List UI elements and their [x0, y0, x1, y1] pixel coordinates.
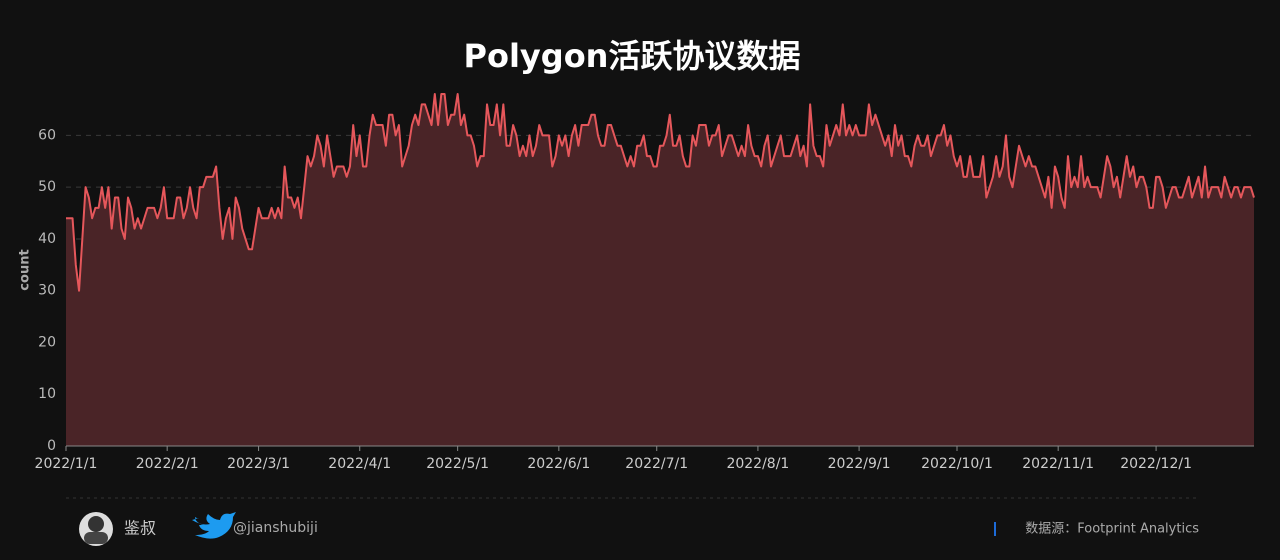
x-tick-label: 2022/12/1 [1120, 456, 1192, 472]
author-name: 鉴叔 [124, 519, 156, 538]
y-tick-label: 50 [38, 179, 56, 195]
x-tick-label: 2022/3/1 [227, 456, 290, 472]
y-tick-label: 0 [47, 438, 56, 454]
twitter-handle: @jianshubiji [233, 520, 318, 536]
x-tick-label: 2022/7/1 [625, 456, 688, 472]
x-tick-label: 2022/9/1 [828, 456, 891, 472]
y-tick-label: 20 [38, 334, 56, 350]
y-tick-label: 10 [38, 386, 56, 402]
area-fill [66, 94, 1254, 446]
y-tick-label: 30 [38, 283, 56, 299]
x-tick-label: 2022/5/1 [426, 456, 489, 472]
x-tick-label: 2022/10/1 [921, 456, 993, 472]
avatar [79, 512, 113, 546]
x-tick-label: 2022/4/1 [328, 456, 391, 472]
twitter-icon [192, 512, 236, 539]
chart-title: Polygon活跃协议数据 [464, 37, 801, 75]
source-marker [994, 522, 996, 536]
x-tick-label: 2022/6/1 [527, 456, 590, 472]
x-tick-label: 2022/11/1 [1022, 456, 1094, 472]
line [66, 93, 1255, 292]
y-axis-label: count [18, 249, 33, 290]
x-tick-label: 2022/2/1 [136, 456, 199, 472]
x-tick-label: 2022/8/1 [726, 456, 789, 472]
source-text: 数据源：Footprint Analytics [1025, 522, 1199, 537]
y-tick-label: 60 [38, 127, 56, 143]
y-tick-label: 40 [38, 231, 56, 247]
x-tick-label: 2022/1/1 [35, 456, 98, 472]
